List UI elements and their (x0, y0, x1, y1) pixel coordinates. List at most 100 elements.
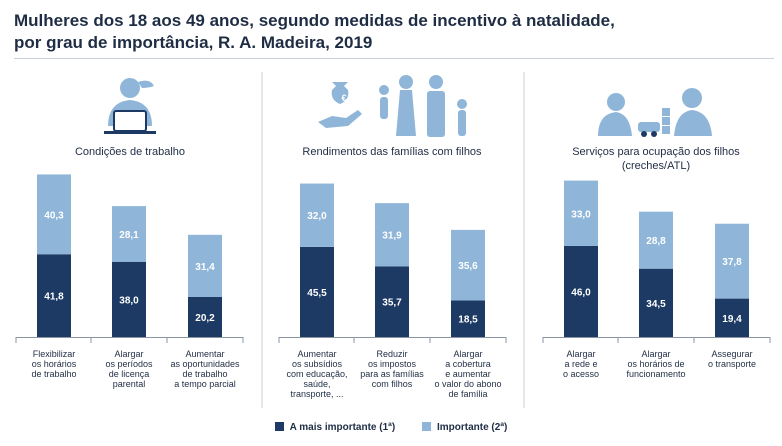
category-label: Assegurar o transporte (708, 349, 756, 369)
category-label-line: de trabalho (182, 369, 227, 379)
bar-secondary (37, 174, 71, 255)
bar-primary (188, 297, 222, 337)
category-label: Alargar a cobertura e aumentar o valor do a… (434, 349, 501, 399)
category-label-line: parental (113, 379, 146, 389)
panel-title: Condições de trabalho (75, 146, 185, 158)
panel-1: Condições de trabalho 41,8 40,3 Flexibiliza… (15, 78, 244, 389)
bar-primary (375, 266, 409, 337)
data-label-secondary: 31,4 (195, 262, 215, 273)
panel-subtitle: (creches/ATL) (622, 160, 690, 172)
category-label-line: de trabalho (31, 369, 76, 379)
toy-block (662, 126, 670, 134)
legend-swatch-primary (274, 422, 284, 431)
mother-body (396, 90, 416, 136)
bar-primary (564, 245, 598, 337)
title-divider (14, 58, 774, 59)
bar-primary (715, 298, 749, 337)
money-bag-shape (331, 82, 349, 104)
category-label-line: o acesso (563, 369, 599, 379)
chart-title-line-2: por grau de importância, R. A. Madeira, … (14, 33, 373, 52)
child-head (682, 88, 702, 108)
bar-secondary (188, 234, 222, 298)
toy-wheel (641, 131, 647, 137)
category-label-line: os horários de (627, 359, 684, 369)
category-label-line: para as famílias (360, 369, 424, 379)
data-label-secondary: 33,0 (571, 209, 591, 220)
chart-title-line-1: Mulheres dos 18 aos 49 anos, segundo med… (14, 11, 615, 30)
data-label-secondary: 28,8 (646, 236, 666, 247)
laptop-screen (113, 110, 147, 132)
data-label-secondary: 32,0 (307, 211, 327, 222)
category-label-line: Flexibilizar (33, 349, 76, 359)
head-shape (120, 78, 140, 98)
bar-secondary (451, 229, 485, 301)
category-label-line: de família (448, 389, 487, 399)
toy-block (662, 117, 670, 125)
category-label: Reduzir os impostos para as famílias com fi… (360, 349, 424, 389)
category-label-line: Assegurar (711, 349, 752, 359)
child-body (380, 97, 388, 119)
data-label-primary: 20,2 (195, 313, 215, 324)
bar-secondary (375, 203, 409, 267)
legend-label-primary: A mais importante (1ª) (289, 422, 396, 433)
category-label-line: funcionamento (626, 369, 685, 379)
category-label-line: a rede e (564, 359, 597, 369)
bar-primary (112, 261, 146, 337)
legend: A mais importante (1ª) Importante (2ª) (0, 422, 782, 433)
data-label-primary: 34,5 (646, 299, 666, 310)
category-label-line: Alargar (641, 349, 670, 359)
laptop-base (104, 131, 156, 134)
child-head (607, 93, 625, 111)
data-label-secondary: 35,6 (458, 261, 478, 272)
euro-glyph: € (341, 93, 346, 103)
category-label-line: Alargar (453, 349, 482, 359)
category-label-line: a cobertura (445, 359, 491, 369)
child-body (598, 112, 632, 136)
stacked-bar-charts: Condições de trabalho 41,8 40,3 Flexibiliza… (15, 72, 771, 408)
category-label-line: Aumentar (297, 349, 336, 359)
category-label-line: os horários (32, 359, 77, 369)
category-label-line: Aumentar (185, 349, 224, 359)
panel-title: Rendimentos das famílias com filhos (302, 146, 482, 158)
panel-3: Serviços para ocupação dos filhos (creche… (542, 88, 771, 379)
legend-label-secondary: Importante (2ª) (436, 422, 508, 433)
bar-primary (451, 300, 485, 337)
category-label-line: transporte, ... (290, 389, 343, 399)
category-label-line: Alargar (114, 349, 143, 359)
data-label-secondary: 31,9 (382, 231, 402, 242)
category-label-line: Reduzir (376, 349, 407, 359)
mother-head (399, 75, 413, 89)
data-label-secondary: 28,1 (119, 230, 139, 241)
category-label-line: saúde, (303, 379, 330, 389)
category-label-line: o transporte (708, 359, 756, 369)
category-label: Aumentar os subsídios com educação, saúde, t… (286, 349, 347, 399)
bar-secondary (715, 223, 749, 299)
data-label-primary: 19,4 (722, 314, 742, 325)
toy-wheel (651, 131, 657, 137)
category-label-line: com filhos (372, 379, 413, 389)
panel-2: € Rendimentos das famílias com filhos 45,5… (278, 75, 507, 399)
child-head (457, 99, 467, 109)
category-label: Alargar os períodos de licença parental (105, 349, 153, 389)
hand-shape (318, 110, 362, 128)
data-label-primary: 46,0 (571, 287, 591, 298)
bar-primary (639, 268, 673, 337)
woman-laptop-icon (104, 78, 156, 134)
legend-item-secondary: Importante (2ª) (421, 422, 508, 433)
chart-title: Mulheres dos 18 aos 49 anos, segundo med… (14, 10, 774, 54)
category-label-line: os períodos (105, 359, 153, 369)
category-label: Alargar os horários de funcionamento (626, 349, 685, 379)
data-label-primary: 35,7 (382, 298, 402, 309)
data-label-primary: 41,8 (44, 292, 64, 303)
father-body (427, 91, 445, 137)
category-label-line: com educação, (286, 369, 347, 379)
category-label-line: os subsídios (292, 359, 343, 369)
bar-secondary (300, 183, 334, 247)
data-label-primary: 18,5 (458, 315, 478, 326)
bar-secondary (564, 180, 598, 246)
bar-secondary (112, 206, 146, 262)
panel-title: Serviços para ocupação dos filhos (572, 146, 740, 158)
legend-item-primary: A mais importante (1ª) (274, 422, 396, 433)
family-money-icon: € (318, 75, 467, 137)
